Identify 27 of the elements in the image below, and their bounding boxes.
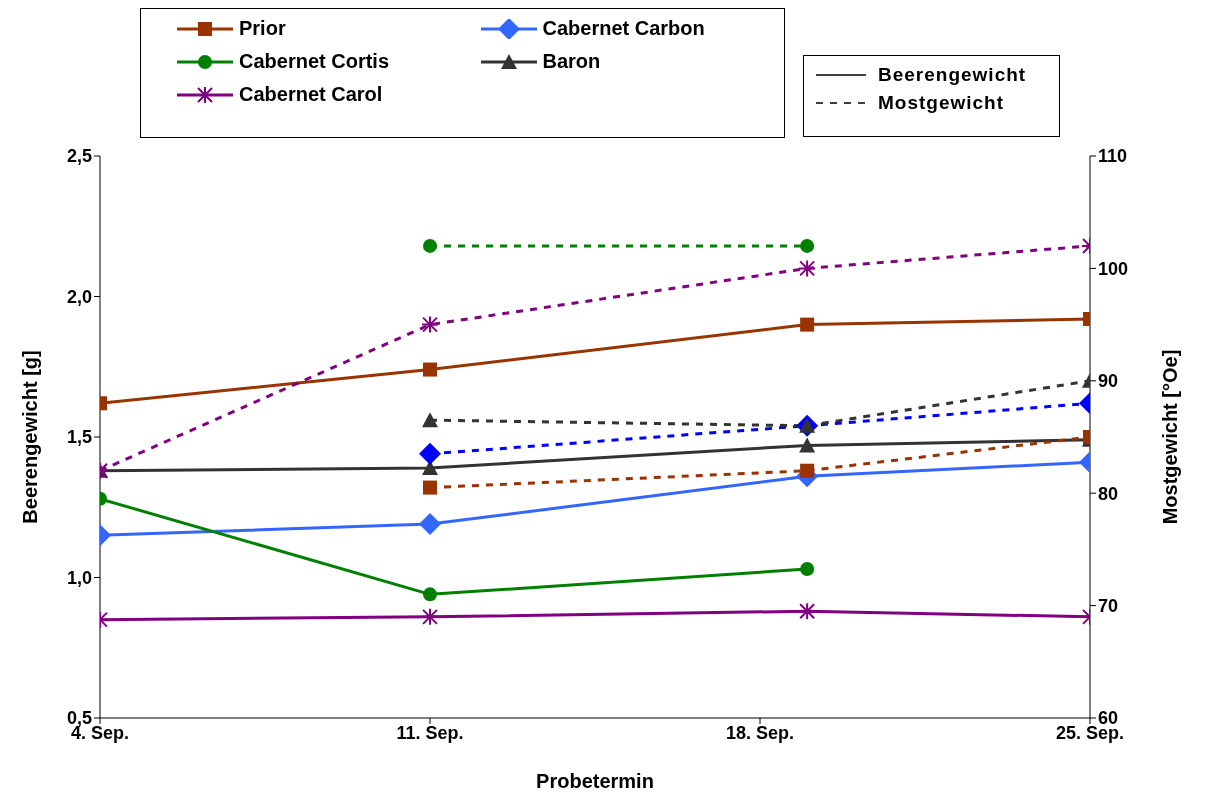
legend-label: Baron [542, 50, 601, 73]
point [422, 412, 438, 428]
y-axis-title: Beerengewicht [g] [19, 350, 42, 524]
point [423, 480, 437, 495]
y2-tick-label: 60 [1098, 708, 1119, 729]
point [423, 587, 437, 602]
y2-tick-label: 80 [1098, 483, 1119, 504]
text: Beerengewicht [878, 64, 1027, 86]
text: Mostgewicht [878, 92, 1005, 114]
y-tick-label: 1,0 [66, 567, 92, 588]
point [419, 442, 441, 465]
y-tick-label: 2,5 [66, 146, 92, 167]
y-tick-label: 2,0 [66, 286, 92, 307]
legend-label: Cabernet Carol [239, 83, 383, 106]
y2-tick-label: 100 [1098, 258, 1129, 279]
point [423, 238, 437, 253]
y2-tick-label: 70 [1098, 595, 1119, 616]
y-tick-label: 1,5 [66, 427, 92, 448]
x-axis-title: Probetermin [536, 770, 654, 792]
legend-label: Cabernet Carbon [542, 17, 705, 40]
legend-label: Cabernet Cortis [239, 50, 390, 73]
y2-tick-label: 110 [1098, 146, 1128, 167]
x-tick-label: 11. Sep. [396, 722, 464, 743]
y2-tick-label: 90 [1098, 371, 1119, 392]
legend-label: Prior [239, 17, 286, 40]
y2-axis-title: Mostgewicht [°Oe] [1159, 349, 1182, 525]
x-tick-label: 18. Sep. [725, 722, 795, 743]
